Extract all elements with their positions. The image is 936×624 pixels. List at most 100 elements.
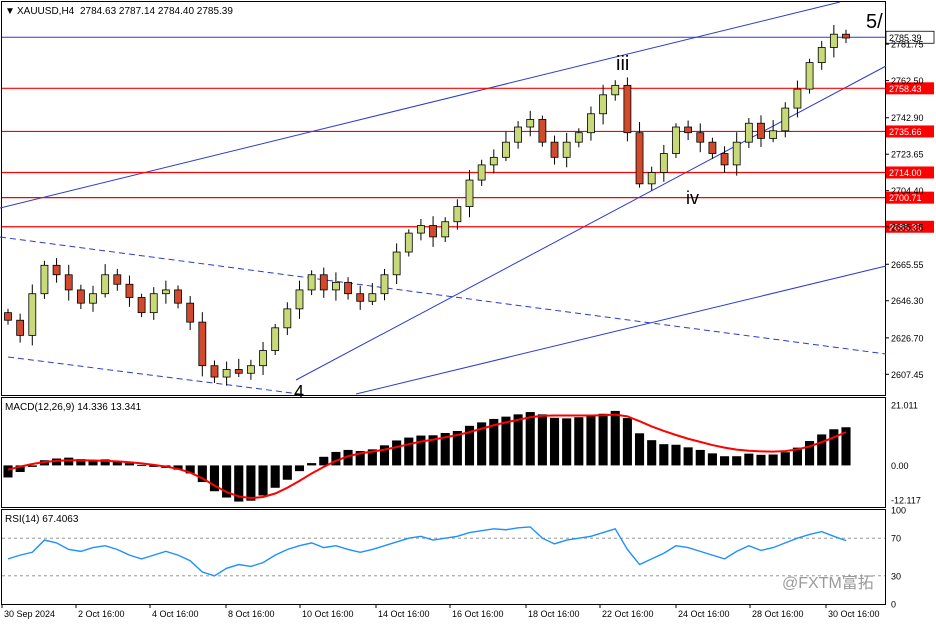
candle-body — [76, 289, 85, 304]
macd-layer — [3, 410, 851, 502]
candle-body — [842, 33, 850, 39]
price-level-label: 2735.66 — [889, 127, 922, 137]
time-tick-label: 8 Oct 16:00 — [228, 609, 275, 619]
wave-label: iii — [616, 53, 629, 75]
candle-body — [489, 156, 498, 166]
candles-layer — [4, 24, 850, 386]
wave-label: 5/ — [866, 11, 883, 33]
candle-body — [283, 308, 292, 329]
macd-histogram-bar — [647, 440, 657, 466]
macd-histogram-bar — [379, 445, 390, 466]
candle-body — [574, 132, 583, 143]
candle-body — [174, 289, 182, 304]
rsi-line — [7, 526, 847, 577]
macd-histogram-bar — [671, 444, 681, 466]
macd-histogram-bar — [428, 435, 438, 466]
candle-body — [599, 94, 608, 115]
macd-histogram-bar — [610, 410, 620, 466]
macd-histogram-bar — [282, 465, 292, 480]
candle-body — [744, 122, 753, 143]
candle-body — [757, 122, 765, 139]
macd-histogram-bar — [792, 447, 802, 466]
macd-tick-label: -12.117 — [891, 496, 921, 506]
rsi-panel-frame — [1, 509, 886, 605]
macd-histogram-bar — [537, 414, 547, 466]
macd-histogram-bar — [622, 418, 632, 466]
time-tick-label: 2 Oct 16:00 — [78, 609, 125, 619]
macd-histogram-bar — [197, 465, 207, 483]
candle-body — [659, 153, 668, 173]
axis-labels-layer: 2781.75 2762.50 2742.90 2723.65 2704.40 2685.… — [1, 40, 924, 619]
candle-body — [380, 274, 389, 295]
macd-histogram-bar — [64, 457, 74, 466]
price-tick-label: 2781.75 — [891, 40, 924, 50]
macd-histogram-bar — [294, 465, 305, 472]
macd-histogram-bar — [683, 447, 693, 466]
candle-body — [186, 302, 195, 323]
macd-histogram-bar — [768, 454, 778, 466]
candle-body — [246, 365, 255, 374]
macd-histogram-bar — [76, 459, 86, 466]
candle-body — [222, 369, 231, 378]
macd-histogram-bar — [331, 451, 341, 466]
candle-body — [404, 232, 413, 253]
candle-body — [441, 221, 450, 238]
macd-histogram-bar — [549, 417, 560, 466]
time-tick-label: 18 Oct 16:00 — [528, 609, 580, 619]
macd-histogram-bar — [586, 416, 596, 466]
price-level-tag — [886, 125, 934, 138]
macd-histogram-bar — [137, 464, 147, 466]
price-tick-label: 2723.65 — [891, 150, 924, 160]
macd-histogram-bar — [744, 453, 754, 466]
wave-label: 4 — [294, 382, 304, 402]
candle-body — [417, 225, 425, 234]
candle-body — [817, 47, 826, 64]
macd-histogram-bar — [307, 463, 317, 466]
candle-body — [781, 107, 790, 132]
price-tick-label: 2607.45 — [891, 370, 924, 380]
candle-body — [635, 132, 644, 185]
macd-histogram-bar — [3, 465, 13, 478]
macd-histogram-bar — [222, 465, 232, 498]
rsi-tick-label: 100 — [891, 506, 906, 516]
candle-body — [149, 293, 158, 314]
macd-histogram-bar — [270, 465, 280, 488]
price-tick-label: 2704.40 — [891, 186, 924, 196]
candle-body — [514, 126, 522, 143]
price-level-label: 2758.43 — [889, 84, 922, 94]
macd-histogram-bar — [756, 454, 766, 466]
trendline-3 — [355, 265, 887, 395]
price-tick-label: 2742.90 — [891, 113, 924, 123]
candle-body — [611, 84, 620, 96]
macd-histogram-bar — [464, 425, 475, 466]
candle-body — [210, 365, 219, 378]
candle-body — [829, 33, 838, 48]
macd-tick-label: 21.011 — [891, 401, 918, 411]
macd-histogram-bar — [367, 449, 377, 466]
time-tick-label: 30 Oct 16:00 — [828, 609, 880, 619]
price-tick-label: 2626.70 — [891, 333, 924, 343]
candle-body — [64, 274, 73, 291]
macd-title: MACD(12,26,9) 14.336 13.341 — [5, 402, 142, 413]
candle-body — [720, 153, 729, 166]
macd-histogram-bar — [489, 418, 499, 466]
time-tick-label: 30 Sep 2024 — [4, 609, 55, 619]
candle-body — [805, 62, 814, 90]
macd-panel-frame — [1, 397, 886, 508]
macd-histogram-bar — [501, 416, 511, 466]
candle-body — [234, 369, 243, 374]
price-level-label: 2714.00 — [889, 168, 922, 178]
current-price-label: 2785.39 — [889, 33, 922, 43]
macd-histogram-bar — [841, 427, 851, 466]
candle-body — [307, 274, 316, 291]
price-tick-label: 2685.35 — [891, 222, 924, 232]
candle-body — [356, 293, 365, 302]
time-tick-label: 4 Oct 16:00 — [152, 609, 199, 619]
price-level-tag — [886, 82, 934, 95]
candle-body — [198, 321, 207, 367]
macd-histogram-bar — [112, 461, 122, 466]
macd-histogram-bar — [598, 413, 608, 466]
candle-body — [696, 132, 705, 143]
macd-histogram-bar — [88, 459, 98, 466]
macd-histogram-bar — [780, 452, 790, 466]
